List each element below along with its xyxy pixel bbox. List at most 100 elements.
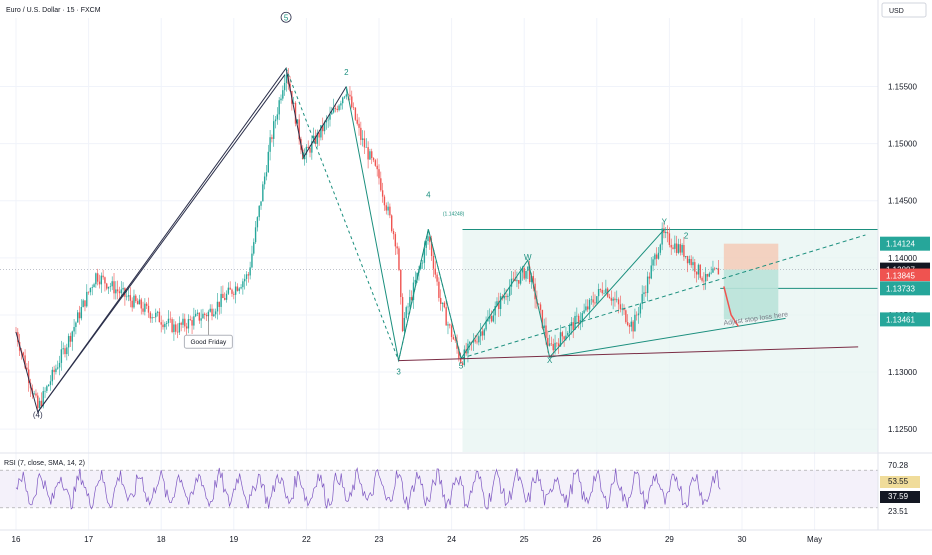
candle-body xyxy=(234,286,237,295)
candle-body xyxy=(222,293,224,298)
price-tag xyxy=(880,281,930,296)
candle-body xyxy=(487,318,489,322)
candle-body xyxy=(539,304,542,310)
candle-body xyxy=(454,339,456,341)
time-tick: May xyxy=(807,535,822,544)
candle-body xyxy=(659,244,662,253)
candle-body xyxy=(26,367,28,370)
candle-body xyxy=(158,311,161,323)
candle-body xyxy=(605,288,607,293)
candle-body xyxy=(427,236,429,241)
candle-body xyxy=(675,243,678,253)
rsi-level: 53.55 xyxy=(888,477,909,486)
candle-body xyxy=(425,240,427,248)
candle-body xyxy=(240,287,242,289)
candle-body xyxy=(214,311,217,315)
candle-body xyxy=(171,319,173,333)
candle-body xyxy=(258,205,260,218)
candle-body xyxy=(601,289,603,294)
candle-body xyxy=(58,362,61,368)
candle-body xyxy=(86,291,88,307)
candle-body xyxy=(254,227,257,243)
candle-body xyxy=(577,315,580,324)
candle-body xyxy=(180,322,182,325)
candle-body xyxy=(392,231,395,235)
candle-body xyxy=(492,315,495,322)
candle-body xyxy=(198,312,201,321)
candle-body xyxy=(285,74,288,83)
candle-body xyxy=(519,272,522,284)
candle-body xyxy=(271,137,273,139)
candle-body xyxy=(307,146,309,149)
candle-body xyxy=(342,97,344,104)
candle-body xyxy=(173,324,175,333)
candle-body xyxy=(220,293,222,307)
price-tag-value: 1.13461 xyxy=(886,315,915,324)
candle-body xyxy=(438,281,440,298)
candle-body xyxy=(273,121,275,139)
candle-body xyxy=(668,233,671,245)
candle-body xyxy=(229,287,231,290)
candle-body xyxy=(616,299,618,301)
candle-body xyxy=(175,324,177,332)
candle-body xyxy=(401,297,404,332)
candle-body xyxy=(213,314,215,317)
candle-body xyxy=(156,311,159,313)
candle-body xyxy=(167,318,170,324)
candle-body xyxy=(626,322,629,326)
stop-zone xyxy=(723,243,779,270)
candle-body xyxy=(674,243,676,249)
candle-body xyxy=(262,184,264,202)
candle-body xyxy=(53,369,55,373)
annotation-box xyxy=(183,334,233,349)
candle-body xyxy=(498,301,500,309)
candle-body xyxy=(563,336,565,340)
candle-body xyxy=(532,276,534,284)
price-tag-value: 1.13733 xyxy=(886,284,915,293)
candle-body xyxy=(572,322,574,330)
candle-body xyxy=(343,96,346,98)
candle-body xyxy=(494,305,496,316)
wave-label: 2 xyxy=(344,68,349,77)
currency-button[interactable] xyxy=(881,2,927,18)
candle-body xyxy=(64,348,66,355)
candle-body xyxy=(421,262,424,264)
candle-body xyxy=(527,266,529,271)
time-tick: 24 xyxy=(447,535,456,544)
candle-body xyxy=(323,122,326,132)
time-axis[interactable]: 16 17 18 19 22 23 24 25 26 29 30 May xyxy=(0,529,932,544)
candle-body xyxy=(445,307,447,326)
candle-body xyxy=(131,300,133,308)
candle-body xyxy=(138,299,141,305)
candle-body xyxy=(636,314,638,316)
price-tick: 1.13000 xyxy=(888,368,917,377)
candle-body xyxy=(46,386,48,391)
candle-body xyxy=(334,107,337,109)
candle-body xyxy=(686,256,689,264)
candle-body xyxy=(692,262,694,266)
candle-body xyxy=(440,297,442,304)
candle-body xyxy=(265,172,268,177)
candle-body xyxy=(160,322,162,325)
time-tick: 17 xyxy=(84,535,93,544)
candle-body xyxy=(349,94,351,97)
candle-body xyxy=(95,273,97,285)
rsi-level-tag xyxy=(880,491,920,503)
candle-body xyxy=(630,321,632,327)
candle-body xyxy=(253,242,255,254)
price-axis[interactable]: 1.155001.150001.145001.140001.135001.130… xyxy=(877,0,930,530)
candle-body xyxy=(327,119,329,121)
candle-body xyxy=(209,308,211,312)
candle-body xyxy=(416,272,418,280)
candle-body xyxy=(202,313,204,319)
candle-body xyxy=(263,176,266,185)
candle-body xyxy=(80,307,83,319)
candle-body xyxy=(87,291,90,293)
wave-label: (4) xyxy=(33,411,43,420)
candle-body xyxy=(126,296,128,298)
candle-body xyxy=(325,120,328,123)
candle-body xyxy=(151,317,153,319)
candles xyxy=(15,68,720,412)
